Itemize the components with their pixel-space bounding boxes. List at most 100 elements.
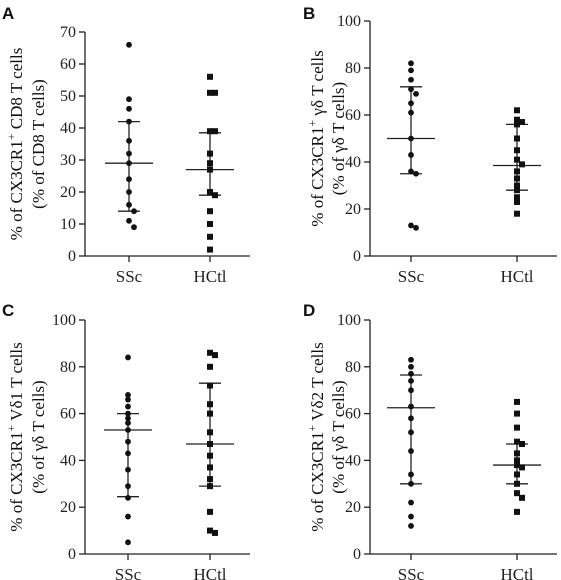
data-point [519,119,525,126]
y-tick-label-a: 70 [60,24,76,41]
data-point [514,182,520,189]
data-point [126,150,132,157]
data-point [514,187,520,194]
data-point [207,349,213,356]
data-point [514,462,520,469]
data-point [514,156,520,163]
data-point [519,161,525,168]
data-point [514,457,520,464]
data-point [126,118,132,125]
y-tick-label-b: 40 [345,154,361,171]
data-point [207,401,213,408]
data-point [514,438,520,445]
data-point [408,370,414,377]
y-axis-label-c: % of CX3CR1+ Vδ1 T cells [4,342,26,531]
data-point [125,427,131,433]
data-point [207,441,213,448]
data-point [126,201,132,208]
data-point [212,529,218,536]
panel-a: A 0 10 20 30 40 50 60 70 SSc HCtl % of CX3CR1+ CD8 … [2,4,250,286]
data-point [408,523,414,529]
data-point [131,208,137,215]
data-point [514,175,520,182]
data-point [408,363,414,370]
data-point [207,128,213,135]
data-point [408,222,414,229]
data-point [212,192,218,199]
data-point [408,448,414,454]
data-point [207,189,213,195]
data-point [413,170,419,177]
data-point [212,89,218,96]
data-point [413,224,419,231]
data-point [125,403,131,410]
y-tick-label-a: 60 [60,56,76,73]
data-point [519,441,525,448]
data-point [125,420,131,426]
series-b-ssc [387,60,435,231]
data-point [408,152,414,158]
data-point [207,483,213,490]
panel-b: B 0 20 40 60 80 100 SSc HCtl % of CX3CR1+ γδ T ce… [303,4,557,286]
data-point [408,86,414,93]
data-point [514,107,520,114]
data-point [207,382,213,389]
data-point [408,499,414,506]
y-tick-label-a: 0 [68,248,76,265]
data-point [514,194,520,201]
x-category-label-c-hctl: HCtl [193,565,226,580]
y-tick-label-a: 50 [60,88,76,105]
data-point [125,415,131,422]
data-point [514,490,520,497]
data-point [207,363,213,370]
y-axis-label-line2-a: (% of CD8 T cells) [29,79,48,209]
data-point [207,429,213,436]
data-point [126,96,132,103]
panel-c: C 0 20 40 60 80 100 SSc HCtl % of CX3CR1+ Vδ1 T c… [2,301,250,580]
y-tick-label-d: 60 [345,406,361,423]
data-point [207,410,213,417]
data-point [207,452,213,459]
data-point [125,466,131,473]
data-point [126,105,132,112]
y-tick-label-d: 80 [345,359,361,376]
data-point [514,198,520,205]
data-point [519,464,525,471]
y-tick-label-d: 100 [337,312,361,329]
y-tick-label-d: 20 [345,499,361,516]
y-tick-label-b: 60 [345,107,361,124]
y-tick-label-a: 40 [60,120,76,137]
y-tick-label-b: 20 [345,201,361,218]
data-point [514,508,520,515]
y-tick-label-d: 40 [345,452,361,469]
data-point [514,398,520,405]
data-point [519,494,525,501]
series-d-ssc [387,356,435,529]
y-tick-label-a: 10 [60,216,76,233]
x-category-label-a-hctl: HCtl [193,267,226,286]
data-point [207,150,213,157]
y-tick-label-b: 0 [353,248,361,265]
data-point [207,508,213,515]
series-a-ssc [105,41,153,231]
data-point [125,450,131,457]
data-point [408,76,414,83]
data-point [207,208,213,215]
data-point [207,221,213,227]
data-point [408,356,414,363]
data-point [514,121,520,128]
data-point [125,513,131,520]
data-point [408,109,414,116]
data-point [207,246,213,253]
data-point [514,424,520,431]
data-point [514,147,520,154]
data-point [514,168,520,175]
data-point [408,471,414,478]
data-point [408,60,414,67]
panel-letter-c: C [2,301,14,320]
series-c-hctl [186,349,234,536]
y-tick-label-c: 60 [60,406,76,423]
data-point [408,377,414,384]
data-point [408,403,414,410]
